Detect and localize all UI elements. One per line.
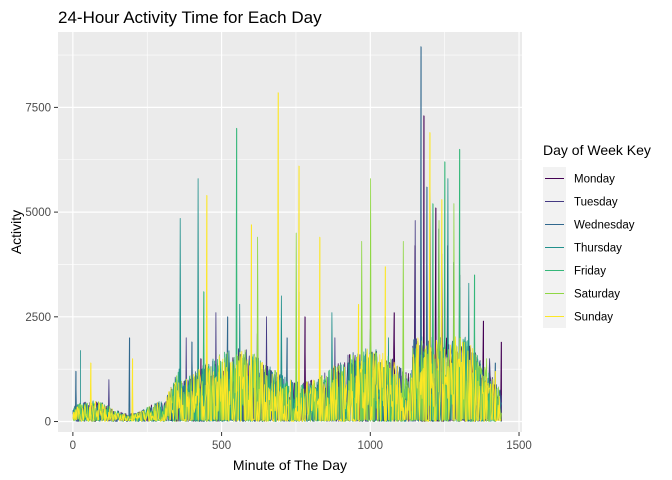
legend-items: Monday Tuesday Wednesday Thursday Friday Satu… bbox=[543, 167, 635, 328]
legend-item-saturday: Saturday bbox=[543, 282, 620, 305]
y-tick-label: 5000 bbox=[25, 207, 51, 219]
legend-label: Wednesday bbox=[574, 220, 635, 232]
y-axis: 0 2500 5000 7500 bbox=[25, 102, 58, 429]
series-line-sunday bbox=[72, 92, 502, 422]
legend-item-tuesday: Tuesday bbox=[543, 190, 618, 213]
series-lines bbox=[72, 46, 502, 422]
legend-label: Thursday bbox=[574, 243, 622, 255]
y-tick-label: 0 bbox=[45, 417, 51, 429]
x-tick-label: 1000 bbox=[358, 440, 384, 452]
legend-label: Monday bbox=[574, 174, 615, 186]
legend-item-friday: Friday bbox=[543, 259, 606, 282]
y-tick-label: 2500 bbox=[25, 312, 51, 324]
x-tick-label: 0 bbox=[70, 440, 76, 452]
legend-item-sunday: Sunday bbox=[543, 305, 613, 328]
x-tick-label: 500 bbox=[212, 440, 231, 452]
legend-item-wednesday: Wednesday bbox=[543, 213, 635, 236]
chart-title: 24-Hour Activity Time for Each Day bbox=[58, 8, 322, 27]
legend-label: Sunday bbox=[574, 312, 613, 324]
x-axis-title: Minute of The Day bbox=[233, 457, 347, 473]
legend-label: Saturday bbox=[574, 289, 620, 301]
legend-label: Friday bbox=[574, 266, 606, 278]
y-tick-label: 7500 bbox=[25, 102, 51, 114]
x-tick-label: 1500 bbox=[506, 440, 532, 452]
legend-item-monday: Monday bbox=[543, 167, 615, 190]
legend-item-thursday: Thursday bbox=[543, 236, 622, 259]
y-axis-title: Activity bbox=[8, 210, 24, 254]
x-axis: 0 500 1000 1500 bbox=[70, 432, 532, 452]
legend-title: Day of Week Key bbox=[543, 142, 651, 158]
legend: Day of Week Key Monday Tuesday Wednesday Th… bbox=[543, 142, 651, 328]
legend-label: Tuesday bbox=[574, 197, 618, 209]
